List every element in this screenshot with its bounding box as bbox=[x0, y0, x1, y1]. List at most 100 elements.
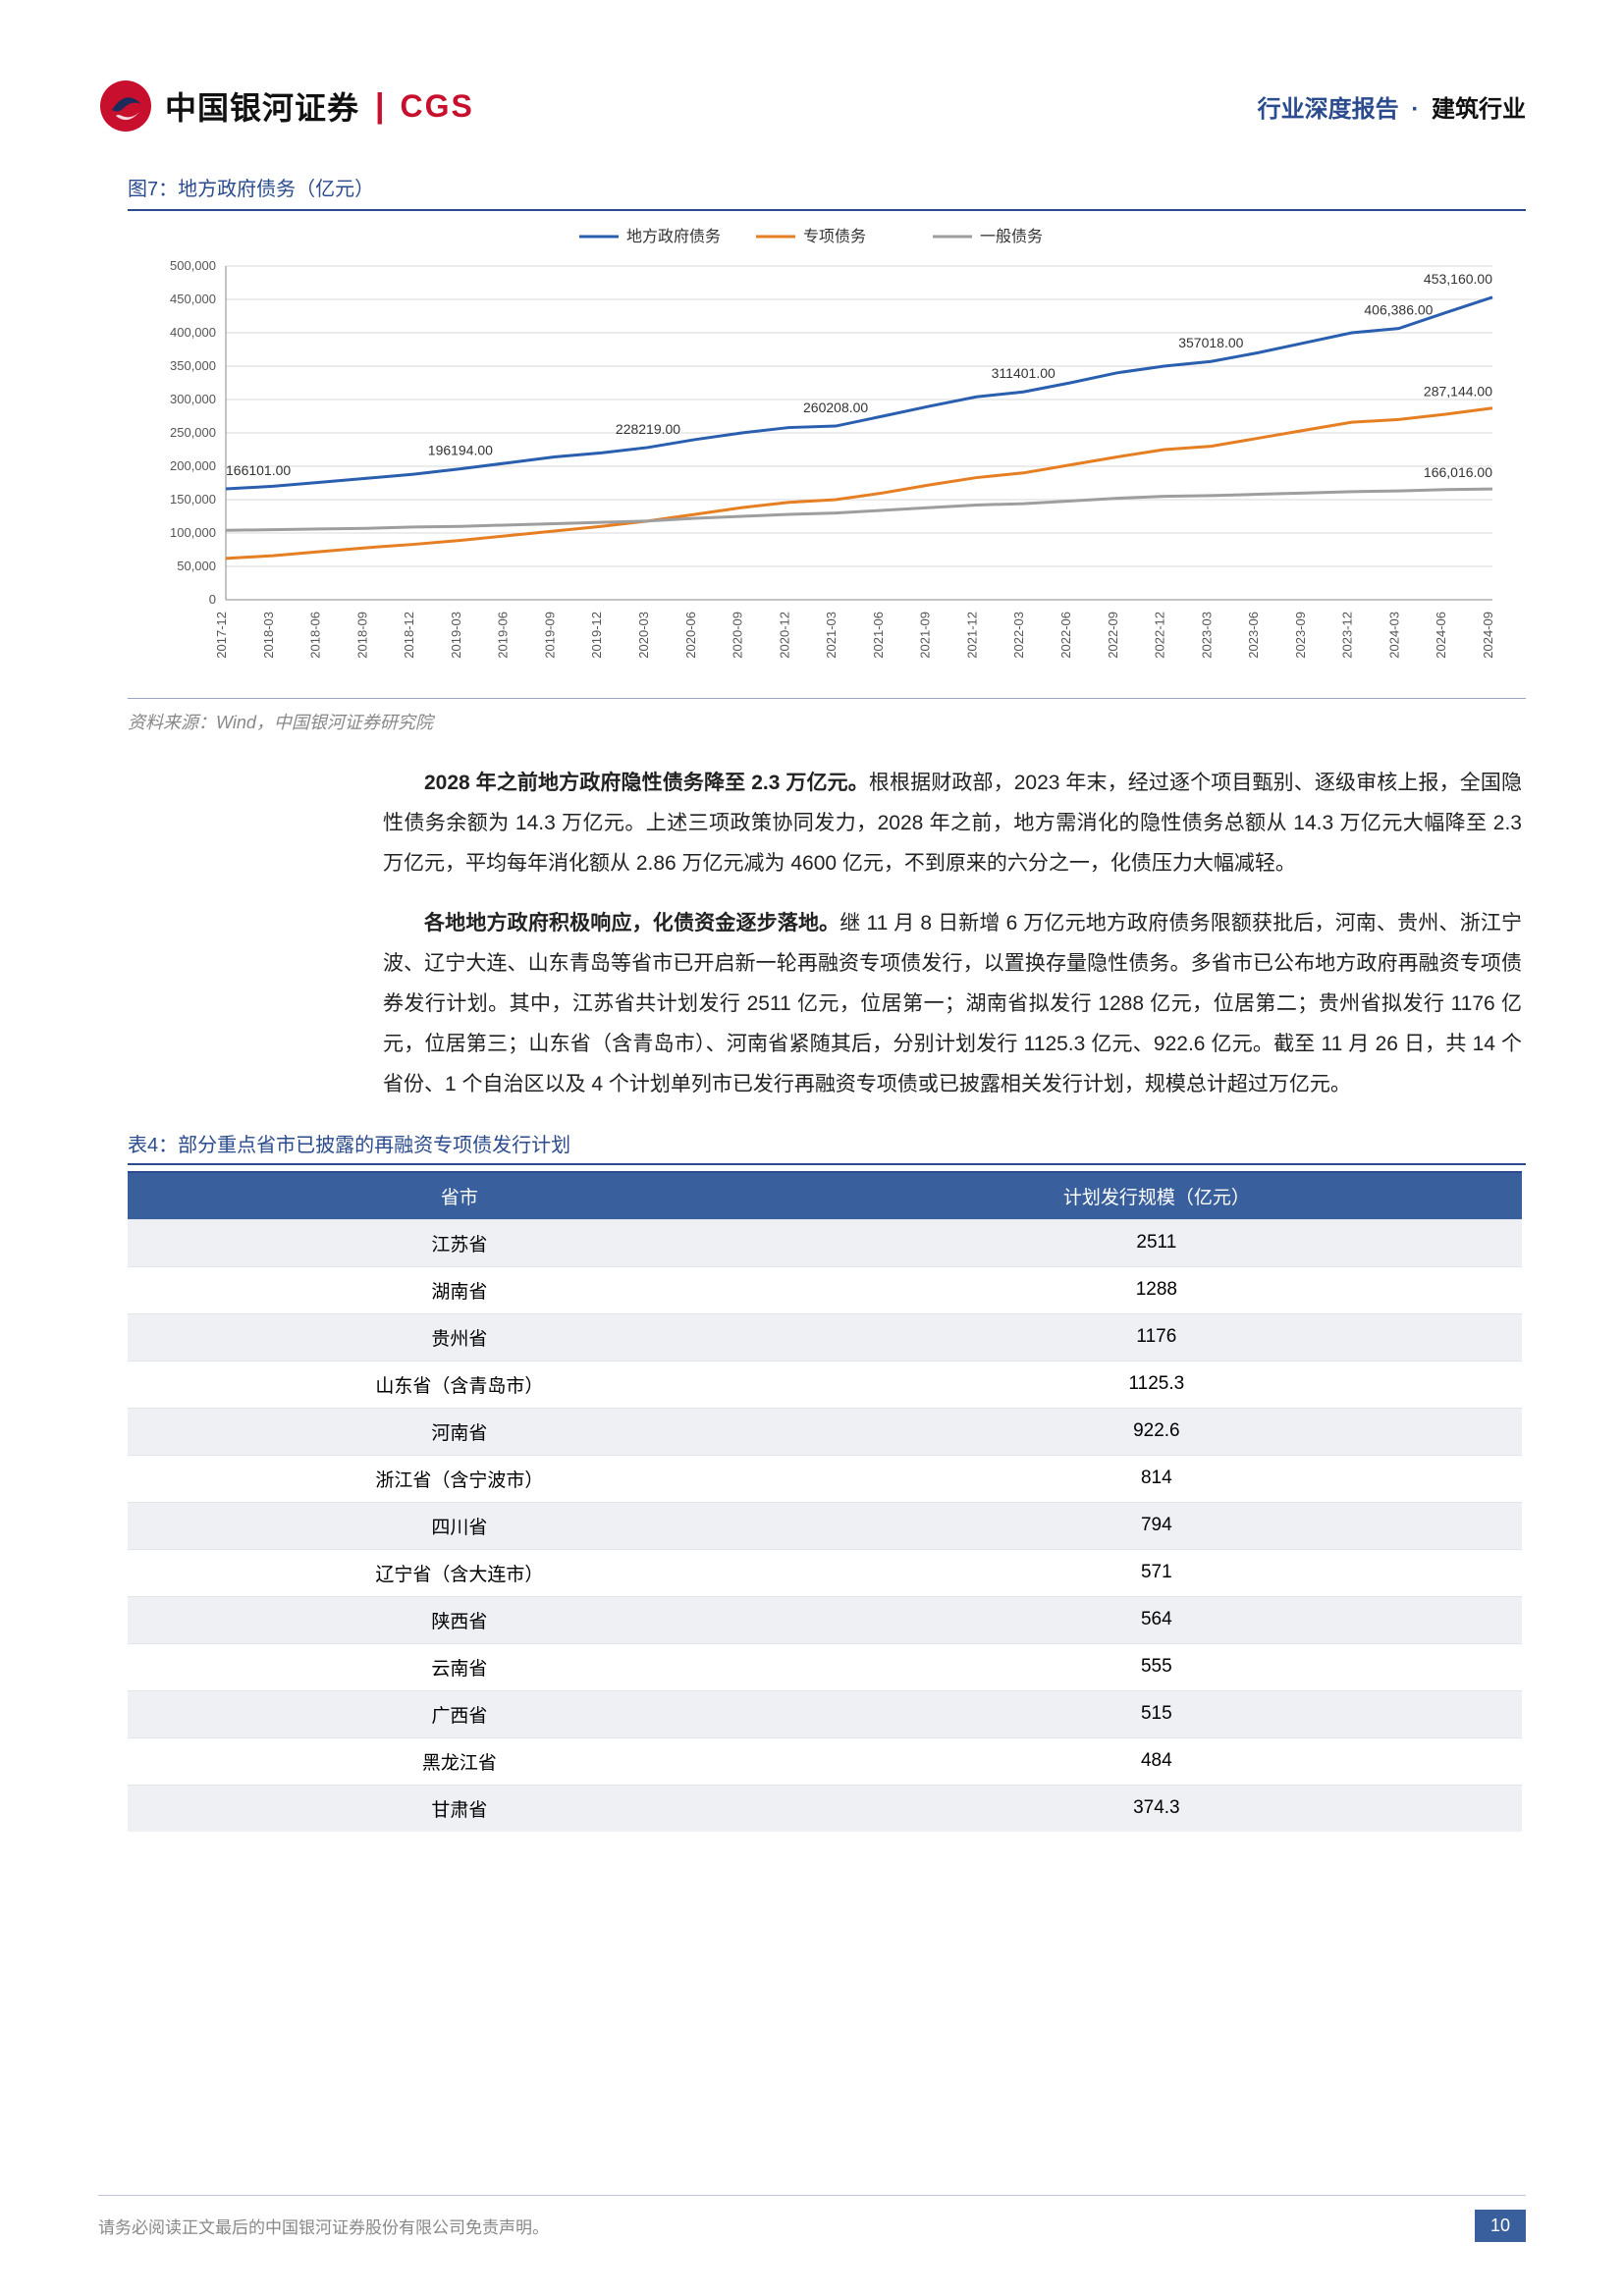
table-cell: 辽宁省（含大连市） bbox=[128, 1549, 791, 1596]
industry-name: 建筑行业 bbox=[1432, 96, 1526, 123]
figure7-chart: 050,000100,000150,000200,000250,000300,0… bbox=[128, 217, 1522, 698]
svg-text:450,000: 450,000 bbox=[170, 292, 216, 306]
svg-text:228219.00: 228219.00 bbox=[616, 421, 680, 437]
svg-text:260208.00: 260208.00 bbox=[803, 400, 868, 415]
table-row: 甘肃省374.3 bbox=[128, 1785, 1522, 1832]
table-cell: 1176 bbox=[791, 1313, 1522, 1361]
table-cell: 浙江省（含宁波市） bbox=[128, 1455, 791, 1502]
cgs-swirl-icon bbox=[98, 79, 153, 133]
table-row: 广西省515 bbox=[128, 1690, 1522, 1737]
table-cell: 1288 bbox=[791, 1266, 1522, 1313]
figure7-title: 图7：地方政府债务（亿元） bbox=[128, 173, 1526, 201]
para2-rest: 继 11 月 8 日新增 6 万亿元地方政府债务限额获批后，河南、贵州、浙江宁波… bbox=[383, 912, 1522, 1095]
table-cell: 河南省 bbox=[128, 1408, 791, 1455]
table-row: 云南省555 bbox=[128, 1643, 1522, 1690]
svg-text:2019-06: 2019-06 bbox=[496, 612, 511, 659]
table-row: 江苏省2511 bbox=[128, 1219, 1522, 1266]
figure7-rule bbox=[128, 209, 1526, 211]
svg-text:406,386.00: 406,386.00 bbox=[1364, 302, 1433, 318]
svg-text:2021-03: 2021-03 bbox=[824, 612, 839, 659]
svg-text:287,144.00: 287,144.00 bbox=[1424, 384, 1492, 400]
table-cell: 2511 bbox=[791, 1219, 1522, 1266]
svg-text:一般债务: 一般债务 bbox=[980, 228, 1043, 245]
report-type: 行业深度报告 bbox=[1258, 96, 1399, 123]
brand-block: 中国银河证券 | CGS bbox=[98, 79, 474, 133]
table-cell: 564 bbox=[791, 1596, 1522, 1643]
svg-text:2019-12: 2019-12 bbox=[589, 612, 604, 659]
svg-text:专项债务: 专项债务 bbox=[803, 228, 866, 245]
svg-text:200,000: 200,000 bbox=[170, 458, 216, 473]
disclaimer-text: 请务必阅读正文最后的中国银河证券股份有限公司免责声明。 bbox=[98, 2214, 549, 2238]
line-chart-svg: 050,000100,000150,000200,000250,000300,0… bbox=[128, 217, 1522, 698]
para2-lead: 各地地方政府积极响应，化债资金逐步落地。 bbox=[424, 912, 839, 934]
svg-text:2020-06: 2020-06 bbox=[683, 612, 698, 659]
table-cell: 1125.3 bbox=[791, 1361, 1522, 1408]
svg-text:166101.00: 166101.00 bbox=[226, 462, 291, 478]
table-cell: 黑龙江省 bbox=[128, 1737, 791, 1785]
svg-text:2023-12: 2023-12 bbox=[1340, 612, 1355, 659]
table-row: 河南省922.6 bbox=[128, 1408, 1522, 1455]
svg-text:2020-09: 2020-09 bbox=[731, 612, 745, 659]
table-cell: 484 bbox=[791, 1737, 1522, 1785]
report-category: 行业深度报告 · 建筑行业 bbox=[1258, 89, 1526, 124]
svg-text:250,000: 250,000 bbox=[170, 425, 216, 440]
page-number: 10 bbox=[1475, 2210, 1526, 2242]
table-cell: 555 bbox=[791, 1643, 1522, 1690]
table4-title: 表4：部分重点省市已披露的再融资专项债发行计划 bbox=[128, 1129, 1526, 1157]
table-cell: 江苏省 bbox=[128, 1219, 791, 1266]
svg-text:2018-06: 2018-06 bbox=[308, 612, 323, 659]
svg-text:2018-03: 2018-03 bbox=[261, 612, 276, 659]
svg-text:2023-03: 2023-03 bbox=[1199, 612, 1214, 659]
svg-text:166,016.00: 166,016.00 bbox=[1424, 464, 1492, 480]
paragraph-1: 2028 年之前地方政府隐性债务降至 2.3 万亿元。根根据财政部，2023 年… bbox=[383, 764, 1522, 884]
figure7-source: 资料来源：Wind，中国银河证券研究院 bbox=[128, 709, 1526, 734]
dot-separator: · bbox=[1411, 96, 1419, 123]
svg-text:150,000: 150,000 bbox=[170, 492, 216, 507]
paragraph-2: 各地地方政府积极响应，化债资金逐步落地。继 11 月 8 日新增 6 万亿元地方… bbox=[383, 904, 1522, 1105]
svg-text:350,000: 350,000 bbox=[170, 358, 216, 373]
svg-text:2022-12: 2022-12 bbox=[1153, 612, 1167, 659]
table-cell: 374.3 bbox=[791, 1785, 1522, 1832]
table-cell: 山东省（含青岛市） bbox=[128, 1361, 791, 1408]
logo-divider: | bbox=[375, 87, 385, 126]
svg-text:453,160.00: 453,160.00 bbox=[1424, 271, 1492, 287]
svg-text:2021-06: 2021-06 bbox=[871, 612, 886, 659]
table4: 省市 计划发行规模（亿元） 江苏省2511湖南省1288贵州省1176山东省（含… bbox=[128, 1171, 1522, 1832]
svg-text:2023-06: 2023-06 bbox=[1246, 612, 1261, 659]
svg-text:500,000: 500,000 bbox=[170, 258, 216, 273]
table-row: 山东省（含青岛市）1125.3 bbox=[128, 1361, 1522, 1408]
table-cell: 814 bbox=[791, 1455, 1522, 1502]
svg-text:2021-09: 2021-09 bbox=[918, 612, 933, 659]
svg-text:2018-09: 2018-09 bbox=[354, 612, 369, 659]
table-header-row: 省市 计划发行规模（亿元） bbox=[128, 1172, 1522, 1220]
table-cell: 571 bbox=[791, 1549, 1522, 1596]
table-cell: 湖南省 bbox=[128, 1266, 791, 1313]
svg-text:2020-12: 2020-12 bbox=[777, 612, 791, 659]
table-row: 湖南省1288 bbox=[128, 1266, 1522, 1313]
table-row: 黑龙江省484 bbox=[128, 1737, 1522, 1785]
svg-text:100,000: 100,000 bbox=[170, 525, 216, 540]
table-cell: 贵州省 bbox=[128, 1313, 791, 1361]
para1-lead: 2028 年之前地方政府隐性债务降至 2.3 万亿元。 bbox=[424, 772, 869, 794]
table-cell: 794 bbox=[791, 1502, 1522, 1549]
svg-text:2024-06: 2024-06 bbox=[1434, 612, 1448, 659]
table4-rule bbox=[128, 1163, 1526, 1165]
table-cell: 广西省 bbox=[128, 1690, 791, 1737]
svg-text:311401.00: 311401.00 bbox=[992, 365, 1056, 381]
svg-text:357018.00: 357018.00 bbox=[1178, 335, 1243, 350]
svg-text:196194.00: 196194.00 bbox=[428, 443, 493, 458]
page-footer: 请务必阅读正文最后的中国银河证券股份有限公司免责声明。 10 bbox=[98, 2195, 1526, 2242]
table-row: 辽宁省（含大连市）571 bbox=[128, 1549, 1522, 1596]
col-province: 省市 bbox=[128, 1172, 791, 1220]
svg-text:300,000: 300,000 bbox=[170, 392, 216, 406]
table-cell: 云南省 bbox=[128, 1643, 791, 1690]
svg-text:2021-12: 2021-12 bbox=[964, 612, 979, 659]
table-row: 四川省794 bbox=[128, 1502, 1522, 1549]
svg-text:2017-12: 2017-12 bbox=[214, 612, 229, 659]
svg-text:0: 0 bbox=[209, 592, 216, 607]
table-row: 浙江省（含宁波市）814 bbox=[128, 1455, 1522, 1502]
company-abbrev: CGS bbox=[401, 88, 474, 125]
figure7-rule-bottom bbox=[128, 698, 1526, 699]
table-row: 贵州省1176 bbox=[128, 1313, 1522, 1361]
company-name: 中国银河证券 bbox=[165, 83, 359, 129]
